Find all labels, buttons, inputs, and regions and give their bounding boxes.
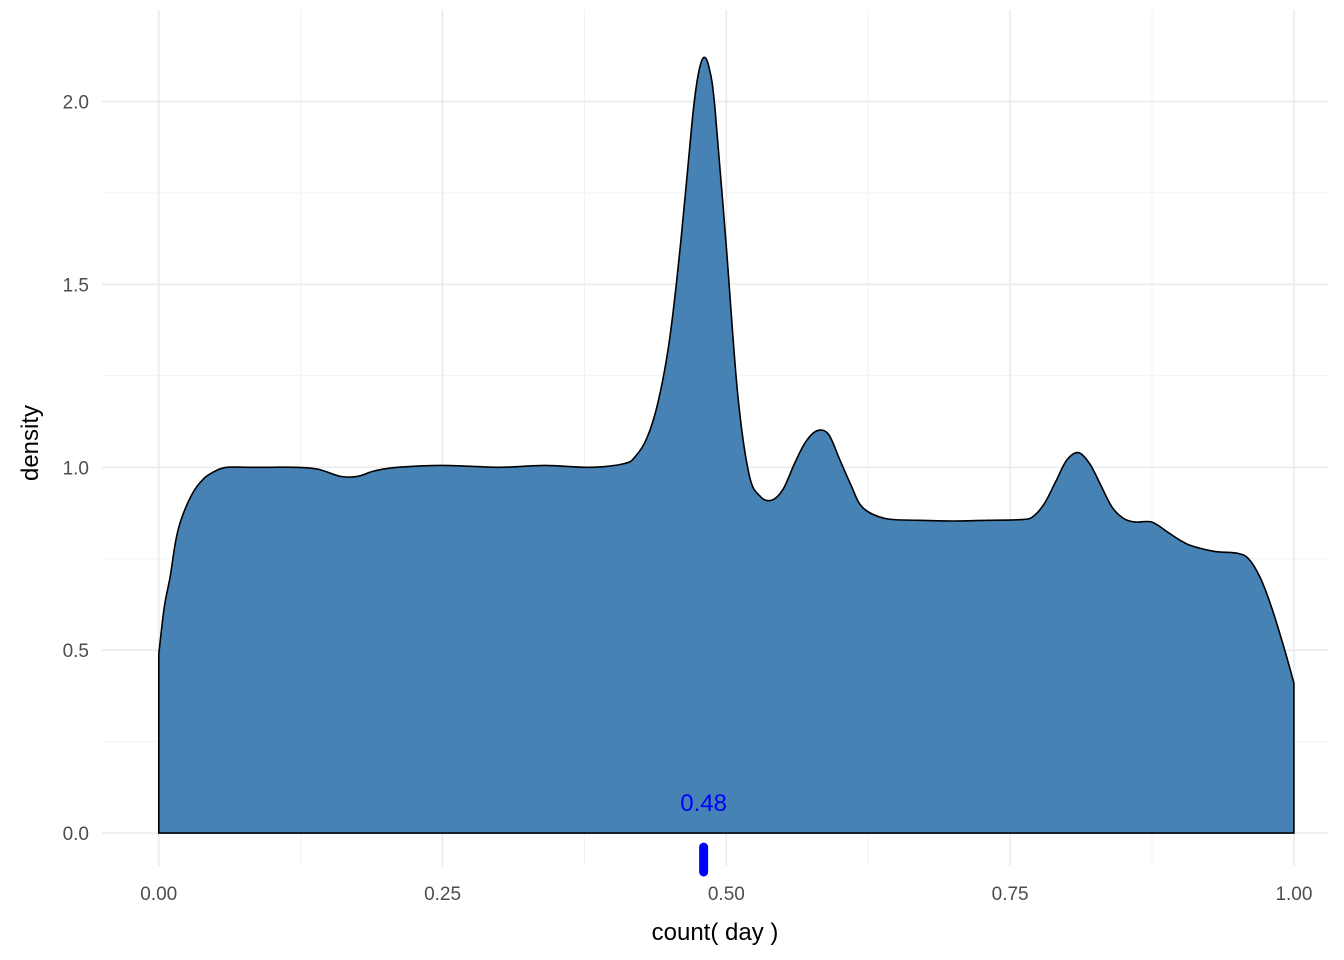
x-tick-label: 0.00 (140, 884, 177, 905)
density-area (158, 56, 1295, 834)
annotation-layer: 0.48 (680, 790, 727, 877)
density-area-layer (158, 56, 1295, 834)
x-tick-label: 0.50 (708, 884, 745, 905)
x-tick-label: 1.00 (1275, 884, 1312, 905)
x-axis-title: count( day ) (652, 919, 779, 946)
y-tick-label: 0.0 (63, 824, 89, 845)
y-tick-label: 1.0 (63, 458, 89, 479)
y-tick-label: 2.0 (63, 92, 89, 113)
x-tick-labels: 0.00 0.25 0.50 0.75 1.00 (140, 884, 1312, 905)
x-tick-label: 0.75 (992, 884, 1029, 905)
annotation-label: 0.48 (680, 790, 727, 817)
y-tick-label: 1.5 (63, 275, 89, 296)
y-tick-labels: 0.0 0.5 1.0 1.5 2.0 (63, 92, 89, 845)
x-tick-label: 0.25 (424, 884, 461, 905)
y-axis-title: density (17, 405, 44, 481)
y-tick-label: 0.5 (63, 641, 89, 662)
